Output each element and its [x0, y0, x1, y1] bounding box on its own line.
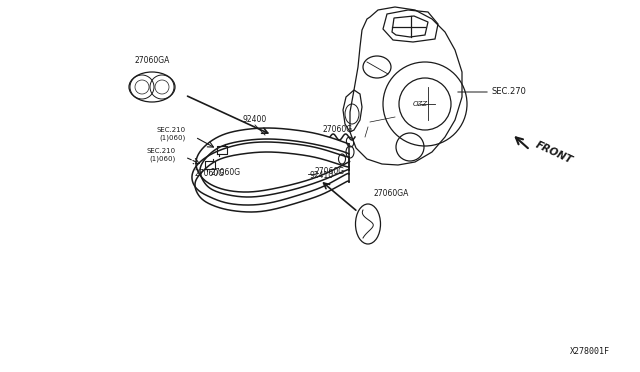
- Text: 27060G: 27060G: [323, 125, 353, 134]
- Text: 27060G: 27060G: [195, 169, 225, 178]
- Text: 27060G: 27060G: [211, 168, 241, 177]
- Text: SEC.270: SEC.270: [492, 87, 527, 96]
- Text: OZZ: OZZ: [413, 101, 428, 107]
- Text: 27060GA: 27060GA: [134, 56, 170, 65]
- Text: SEC.210
(1)060): SEC.210 (1)060): [147, 148, 176, 162]
- Text: FRONT: FRONT: [534, 140, 574, 166]
- Text: X278001F: X278001F: [570, 347, 610, 356]
- Text: SEC.210
(1)060): SEC.210 (1)060): [157, 127, 186, 141]
- Text: 27060G: 27060G: [315, 167, 345, 176]
- Text: 27060GA: 27060GA: [373, 189, 408, 198]
- Text: 92410: 92410: [310, 171, 334, 180]
- Text: 92400: 92400: [243, 115, 267, 124]
